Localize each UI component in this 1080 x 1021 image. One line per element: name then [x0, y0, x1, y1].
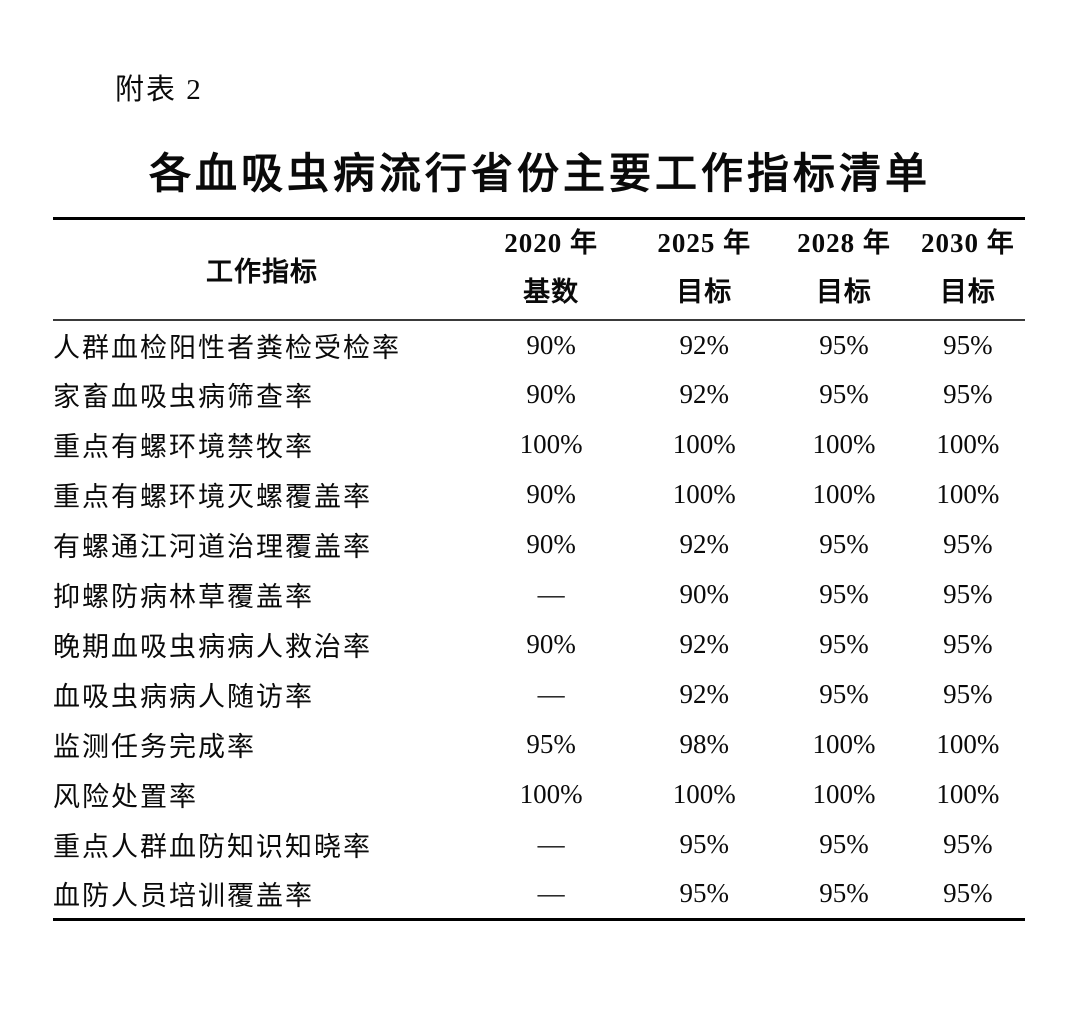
indicator-cell: 家畜血吸虫病筛查率 — [53, 382, 314, 412]
indicator-cell: 抑螺防病林草覆盖率 — [53, 582, 314, 612]
value-cell-2020-base: 95% — [526, 729, 576, 759]
header-2020-type: 基数 — [523, 277, 580, 308]
value-cell-2028-target: 100% — [812, 479, 876, 509]
value-cell-2025-target: 92% — [679, 629, 729, 659]
value-cell-2025-target: 92% — [679, 379, 729, 409]
value-cell-2028-target: 100% — [812, 429, 876, 459]
value-cell-2030-target: 100% — [936, 779, 1000, 809]
value-cell-2030-target: 95% — [943, 679, 993, 709]
indicator-cell: 风险处置率 — [53, 782, 198, 812]
indicator-cell: 重点人群血防知识知晓率 — [53, 832, 372, 862]
value-cell-2025-target: 100% — [672, 429, 736, 459]
value-cell-2028-target: 95% — [819, 829, 869, 859]
indicators-table: 工作指标 2020 年 基数 2025 年 目标 2028 年 — [53, 217, 1025, 921]
value-cell-2028-target: 95% — [819, 629, 869, 659]
value-cell-2028-target: 100% — [812, 729, 876, 759]
page-title: 各血吸虫病流行省份主要工作指标清单 — [148, 152, 931, 198]
value-cell-2025-target: 95% — [679, 829, 729, 859]
table-row: 人群血检阳性者粪检受检率 90% 92% 95% 95% — [53, 320, 1025, 370]
indicator-cell: 重点有螺环境禁牧率 — [53, 432, 314, 462]
table-header-row: 工作指标 2020 年 基数 2025 年 目标 2028 年 — [53, 218, 1025, 321]
value-cell-2020-base: 100% — [519, 779, 583, 809]
table-row: 风险处置率 100% 100% 100% 100% — [53, 770, 1025, 820]
value-cell-2020-base: 90% — [526, 479, 576, 509]
header-2028-year: 2028 年 — [797, 228, 891, 259]
table-row: 抑螺防病林草覆盖率 — 90% 95% 95% — [53, 570, 1025, 620]
indicator-cell: 监测任务完成率 — [53, 732, 256, 762]
value-cell-2030-target: 100% — [936, 429, 1000, 459]
header-cell-2020-base: 2020 年 基数 — [470, 218, 632, 321]
value-cell-2028-target: 95% — [819, 679, 869, 709]
value-cell-2030-target: 95% — [943, 379, 993, 409]
value-cell-2030-target: 100% — [936, 479, 1000, 509]
value-cell-2020-base: 100% — [519, 429, 583, 459]
header-2020-year: 2020 年 — [504, 228, 599, 259]
header-2030-type: 目标 — [939, 277, 996, 308]
value-cell-2020-base: 90% — [526, 529, 576, 559]
indicator-cell: 有螺通江河道治理覆盖率 — [53, 532, 372, 562]
indicator-cell: 重点有螺环境灭螺覆盖率 — [53, 482, 372, 512]
value-cell-2020-base: 90% — [526, 629, 576, 659]
value-cell-2025-target: 90% — [679, 579, 729, 609]
value-cell-2030-target: 95% — [943, 878, 993, 909]
value-cell-2028-target: 95% — [819, 579, 869, 609]
value-cell-2028-target: 95% — [819, 878, 869, 909]
appendix-label: 附表 2 — [115, 74, 203, 106]
value-cell-2030-target: 95% — [943, 329, 993, 360]
value-cell-2025-target: 92% — [679, 329, 729, 360]
value-cell-2025-target: 95% — [679, 878, 729, 909]
value-cell-2030-target: 95% — [943, 629, 993, 659]
value-cell-2020-base: — — [537, 679, 565, 709]
table-row: 监测任务完成率 95% 98% 100% 100% — [53, 720, 1025, 770]
table-row: 血防人员培训覆盖率 — 95% 95% 95% — [53, 870, 1025, 920]
value-cell-2025-target: 92% — [679, 679, 729, 709]
table-row: 有螺通江河道治理覆盖率 90% 92% 95% 95% — [53, 520, 1025, 570]
value-cell-2025-target: 100% — [672, 479, 736, 509]
header-2025-type: 目标 — [676, 277, 733, 308]
table-row: 晚期血吸虫病病人救治率 90% 92% 95% 95% — [53, 620, 1025, 670]
value-cell-2020-base: — — [537, 878, 565, 909]
value-cell-2030-target: 95% — [943, 829, 993, 859]
value-cell-2025-target: 92% — [679, 529, 729, 559]
table-row: 重点人群血防知识知晓率 — 95% 95% 95% — [53, 820, 1025, 870]
value-cell-2025-target: 100% — [672, 779, 736, 809]
indicator-cell: 晚期血吸虫病病人救治率 — [53, 632, 372, 662]
value-cell-2028-target: 95% — [819, 329, 869, 360]
indicator-cell: 血防人员培训覆盖率 — [53, 881, 314, 912]
value-cell-2020-base: 90% — [526, 329, 576, 360]
header-cell-2025-target: 2025 年 目标 — [631, 218, 778, 321]
header-2030-year: 2030 年 — [921, 228, 1015, 259]
value-cell-2030-target: 100% — [936, 729, 1000, 759]
table-row: 血吸虫病病人随访率 — 92% 95% 95% — [53, 670, 1025, 720]
header-cell-2028-target: 2028 年 目标 — [777, 218, 911, 321]
header-cell-2030-target: 2030 年 目标 — [910, 218, 1025, 321]
value-cell-2028-target: 95% — [819, 379, 869, 409]
value-cell-2020-base: 90% — [526, 379, 576, 409]
indicator-cell: 人群血检阳性者粪检受检率 — [53, 332, 401, 363]
table-row: 重点有螺环境灭螺覆盖率 90% 100% 100% 100% — [53, 470, 1025, 520]
value-cell-2028-target: 100% — [812, 779, 876, 809]
table-row: 重点有螺环境禁牧率 100% 100% 100% 100% — [53, 420, 1025, 470]
table-row: 家畜血吸虫病筛查率 90% 92% 95% 95% — [53, 370, 1025, 420]
header-2025-year: 2025 年 — [657, 228, 752, 259]
value-cell-2028-target: 95% — [819, 529, 869, 559]
value-cell-2030-target: 95% — [943, 529, 993, 559]
value-cell-2020-base: — — [537, 579, 565, 609]
value-cell-2020-base: — — [537, 829, 565, 859]
indicator-cell: 血吸虫病病人随访率 — [53, 682, 314, 712]
header-cell-indicator: 工作指标 — [53, 218, 471, 321]
header-2028-type: 目标 — [815, 277, 872, 308]
value-cell-2030-target: 95% — [943, 579, 993, 609]
value-cell-2025-target: 98% — [679, 729, 729, 759]
